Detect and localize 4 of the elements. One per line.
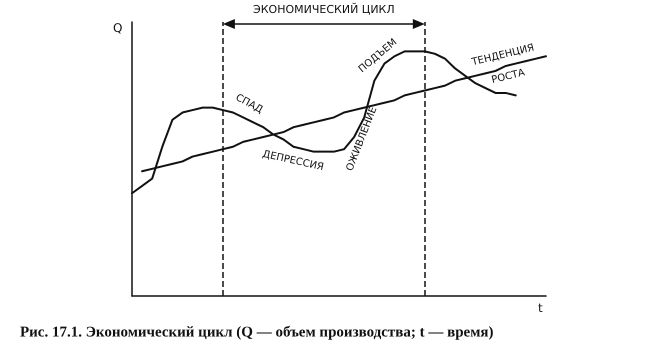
text: Рис. 17.1. Экономический цикл (Q — объем производства; t — время): [20, 324, 494, 340]
x-axis-title: t: [538, 301, 543, 315]
text: ЭКОНОМИЧЕСКИЙ ЦИКЛ: [253, 2, 395, 16]
y-axis-title: Q: [113, 21, 122, 35]
